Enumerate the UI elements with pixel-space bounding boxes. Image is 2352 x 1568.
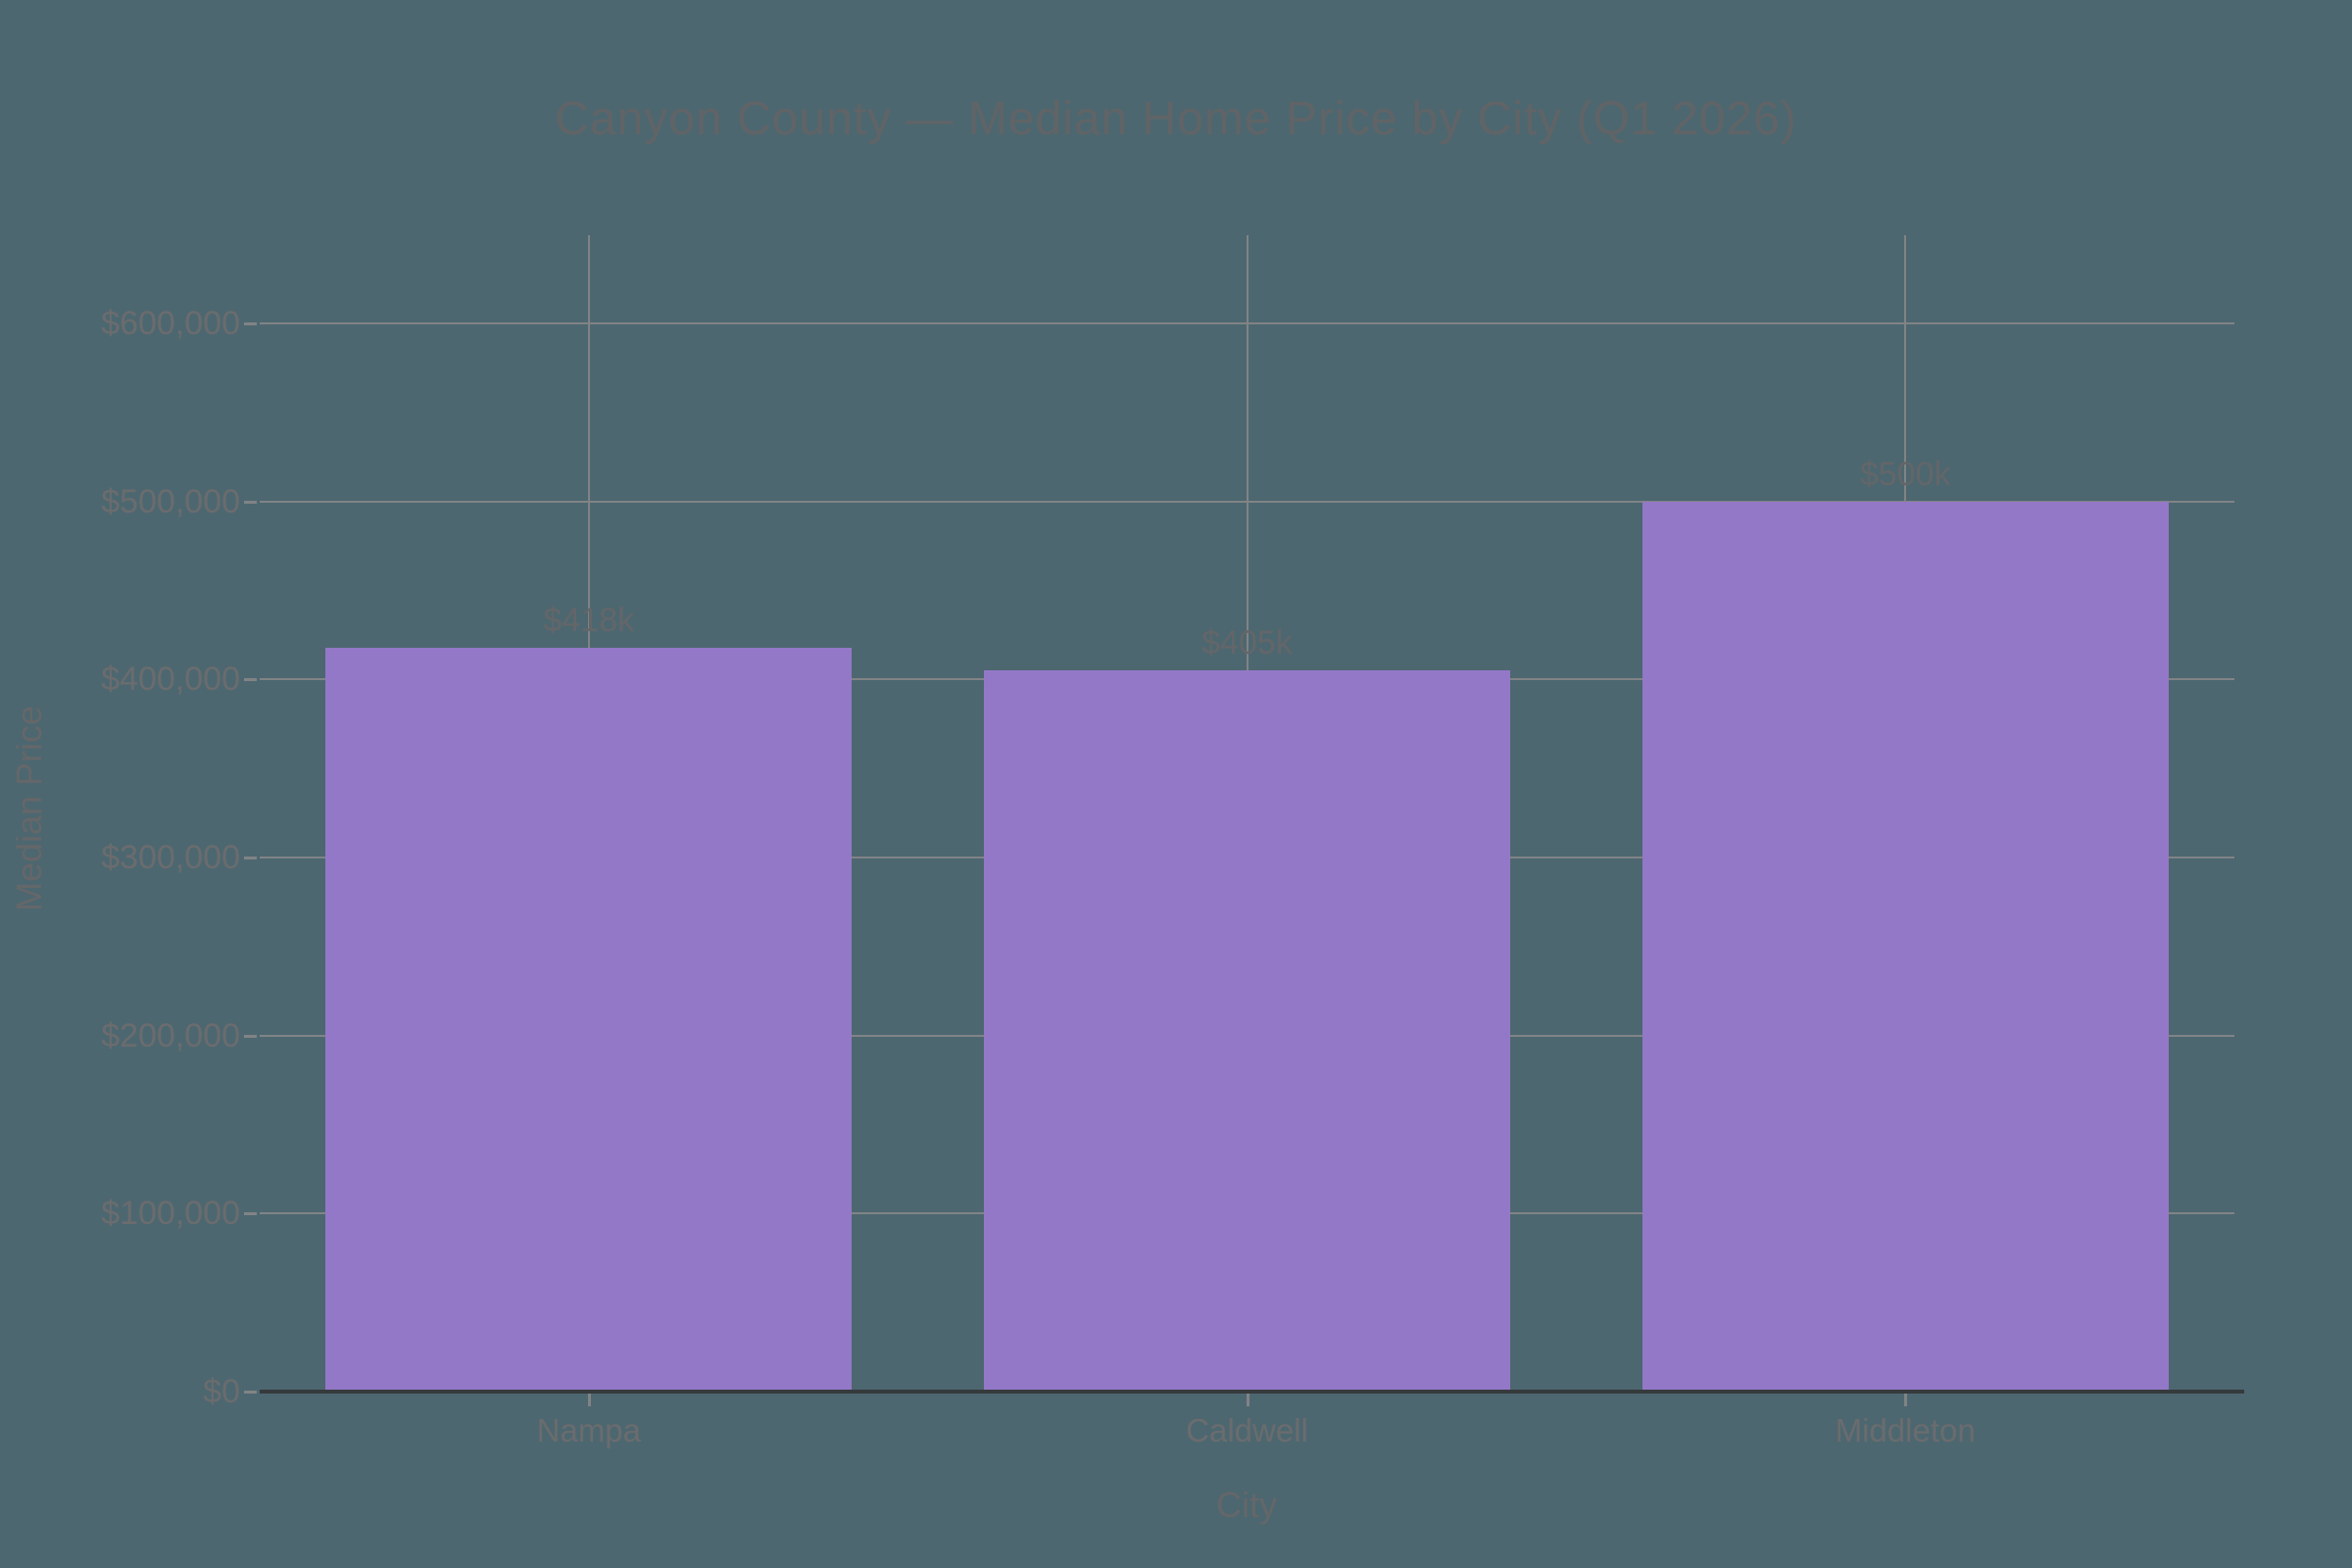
y-tick-mark [244,678,257,682]
bar-value-label: $418k [543,601,635,639]
x-axis-line [260,1390,2244,1394]
x-axis-title: City [1216,1485,1277,1525]
y-tick-mark [244,1391,257,1394]
x-tick-mark [587,1394,591,1406]
y-tick-label: $600,000 [101,305,240,342]
x-tick-mark [1904,1394,1908,1406]
bar-caldwell [983,670,1511,1390]
x-tick-label: Nampa [536,1412,642,1448]
bar-middleton [1642,501,2169,1390]
x-tick-mark [1246,1394,1250,1406]
bar-value-label: $500k [1859,455,1951,493]
y-tick-label: $300,000 [101,839,240,876]
y-tick-label: $400,000 [101,661,240,699]
y-tick-mark [244,322,257,325]
bar-nampa [325,647,853,1390]
x-tick-label: Middleton [1835,1412,1976,1448]
y-tick-mark [244,857,257,859]
y-tick-mark [244,1212,257,1216]
chart-title: Canyon County — Median Home Price by Cit… [555,93,1797,145]
y-tick-label: $500,000 [101,482,240,520]
bar-value-label: $405k [1201,624,1293,662]
x-tick-label: Caldwell [1186,1412,1308,1448]
y-tick-label: $0 [203,1373,240,1410]
y-tick-mark [244,1034,257,1038]
y-tick-label: $200,000 [101,1016,240,1054]
y-tick-mark [244,500,257,504]
y-tick-label: $100,000 [101,1195,240,1233]
